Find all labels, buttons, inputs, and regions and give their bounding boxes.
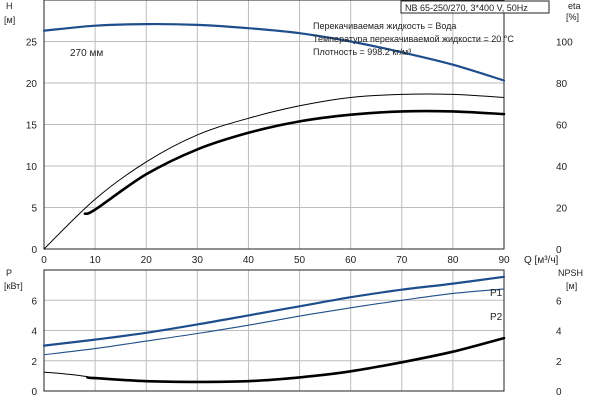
x-tick-label-90: 90 (498, 255, 510, 266)
series-line-0-2 (83, 109, 506, 216)
npsh-axis-unit: [м] (566, 281, 577, 291)
info-line-fluid: Перекачиваемая жидкость = Вода (313, 21, 456, 31)
axis-titles-layer: H [м] eta [%] Q [м³/ч] P [кВт] NPSH [м] (4, 1, 583, 291)
info-line-temperature: Температура перекачиваемой жидкости = 20… (313, 34, 514, 44)
x-tick-label-40: 40 (243, 255, 255, 266)
left-tick-label-1-2: 2 (31, 357, 37, 368)
title-box (400, 0, 550, 14)
h-axis-unit: [м] (4, 15, 15, 25)
title-box-text: NB 65-250/270, 3*400 V, 50Hz (405, 3, 528, 13)
left-tick-label-0-25: 25 (26, 38, 38, 49)
series-labels-layer: 270 мм P1 P2 (70, 48, 503, 323)
x-tick-label-50: 50 (294, 255, 306, 266)
right-tick-label-0-80: 80 (556, 79, 568, 90)
left-tick-label-1-6: 6 (31, 296, 37, 307)
x-tick-label-70: 70 (396, 255, 408, 266)
plot-frame-1 (43, 269, 505, 392)
p-axis-title: P (6, 268, 12, 278)
series-label-270: 270 мм (70, 48, 103, 59)
left-tick-label-1-4: 4 (31, 327, 37, 338)
left-tick-label-0-20: 20 (26, 79, 38, 90)
series-line-1-2 (43, 371, 88, 378)
eta-axis-unit: [%] (566, 12, 579, 22)
x-tick-label-10: 10 (90, 255, 102, 266)
series-line-1-3 (86, 336, 506, 384)
x-tick-label-80: 80 (447, 255, 459, 266)
series-line-0-1 (43, 93, 505, 250)
right-tick-label-1-4: 4 (556, 327, 562, 338)
right-tick-label-0-100: 100 (556, 38, 573, 49)
info-block: NB 65-250/270, 3*400 V, 50Hz Перекачивае… (313, 0, 550, 57)
series-layer (42, 22, 506, 384)
h-axis-title: H (6, 1, 13, 11)
left-tick-label-0-15: 15 (26, 121, 38, 132)
right-tick-label-0-0: 0 (556, 245, 562, 256)
series-line-0-0 (42, 22, 506, 82)
x-tick-label-30: 30 (192, 255, 204, 266)
p-axis-unit: [кВт] (4, 281, 23, 291)
right-tick-label-1-0: 0 (556, 387, 562, 398)
left-tick-label-0-5: 5 (31, 204, 37, 215)
series-label-p2: P2 (490, 312, 503, 323)
eta-axis-title: eta (568, 1, 581, 11)
npsh-axis-title: NPSH (558, 268, 583, 278)
plot-frames (43, 0, 505, 392)
info-line-density: Плотность = 998.2 кг/м³ (313, 47, 411, 57)
right-tick-label-0-20: 20 (556, 204, 568, 215)
series-line-1-0 (42, 275, 506, 347)
series-line-1-1 (43, 288, 505, 356)
left-tick-label-0-0: 0 (31, 245, 37, 256)
right-tick-label-1-6: 6 (556, 296, 562, 307)
left-tick-label-0-10: 10 (26, 162, 38, 173)
q-axis-title: Q [м³/ч] (524, 255, 559, 266)
right-tick-label-0-60: 60 (556, 121, 568, 132)
right-tick-label-1-2: 2 (556, 357, 562, 368)
x-tick-label-20: 20 (141, 255, 153, 266)
series-label-p1: P1 (490, 288, 503, 299)
x-tick-label-0: 0 (41, 255, 47, 266)
plot-frame-0 (43, 0, 505, 250)
left-tick-label-1-0: 0 (31, 387, 37, 398)
right-tick-label-0-40: 40 (556, 162, 568, 173)
x-tick-label-60: 60 (345, 255, 357, 266)
